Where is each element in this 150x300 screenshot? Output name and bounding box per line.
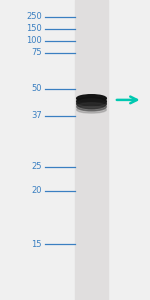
Ellipse shape — [77, 106, 106, 113]
Text: 15: 15 — [32, 240, 42, 249]
Text: 150: 150 — [26, 24, 42, 33]
Ellipse shape — [77, 95, 106, 102]
Text: 37: 37 — [31, 111, 42, 120]
Ellipse shape — [77, 97, 106, 106]
Text: 250: 250 — [26, 12, 42, 21]
Text: 75: 75 — [31, 48, 42, 57]
Text: 50: 50 — [32, 84, 42, 93]
Text: 100: 100 — [26, 36, 42, 45]
Bar — [75, 0, 108, 300]
Text: 25: 25 — [32, 162, 42, 171]
Ellipse shape — [77, 99, 106, 109]
Text: 20: 20 — [32, 186, 42, 195]
Ellipse shape — [77, 103, 106, 111]
